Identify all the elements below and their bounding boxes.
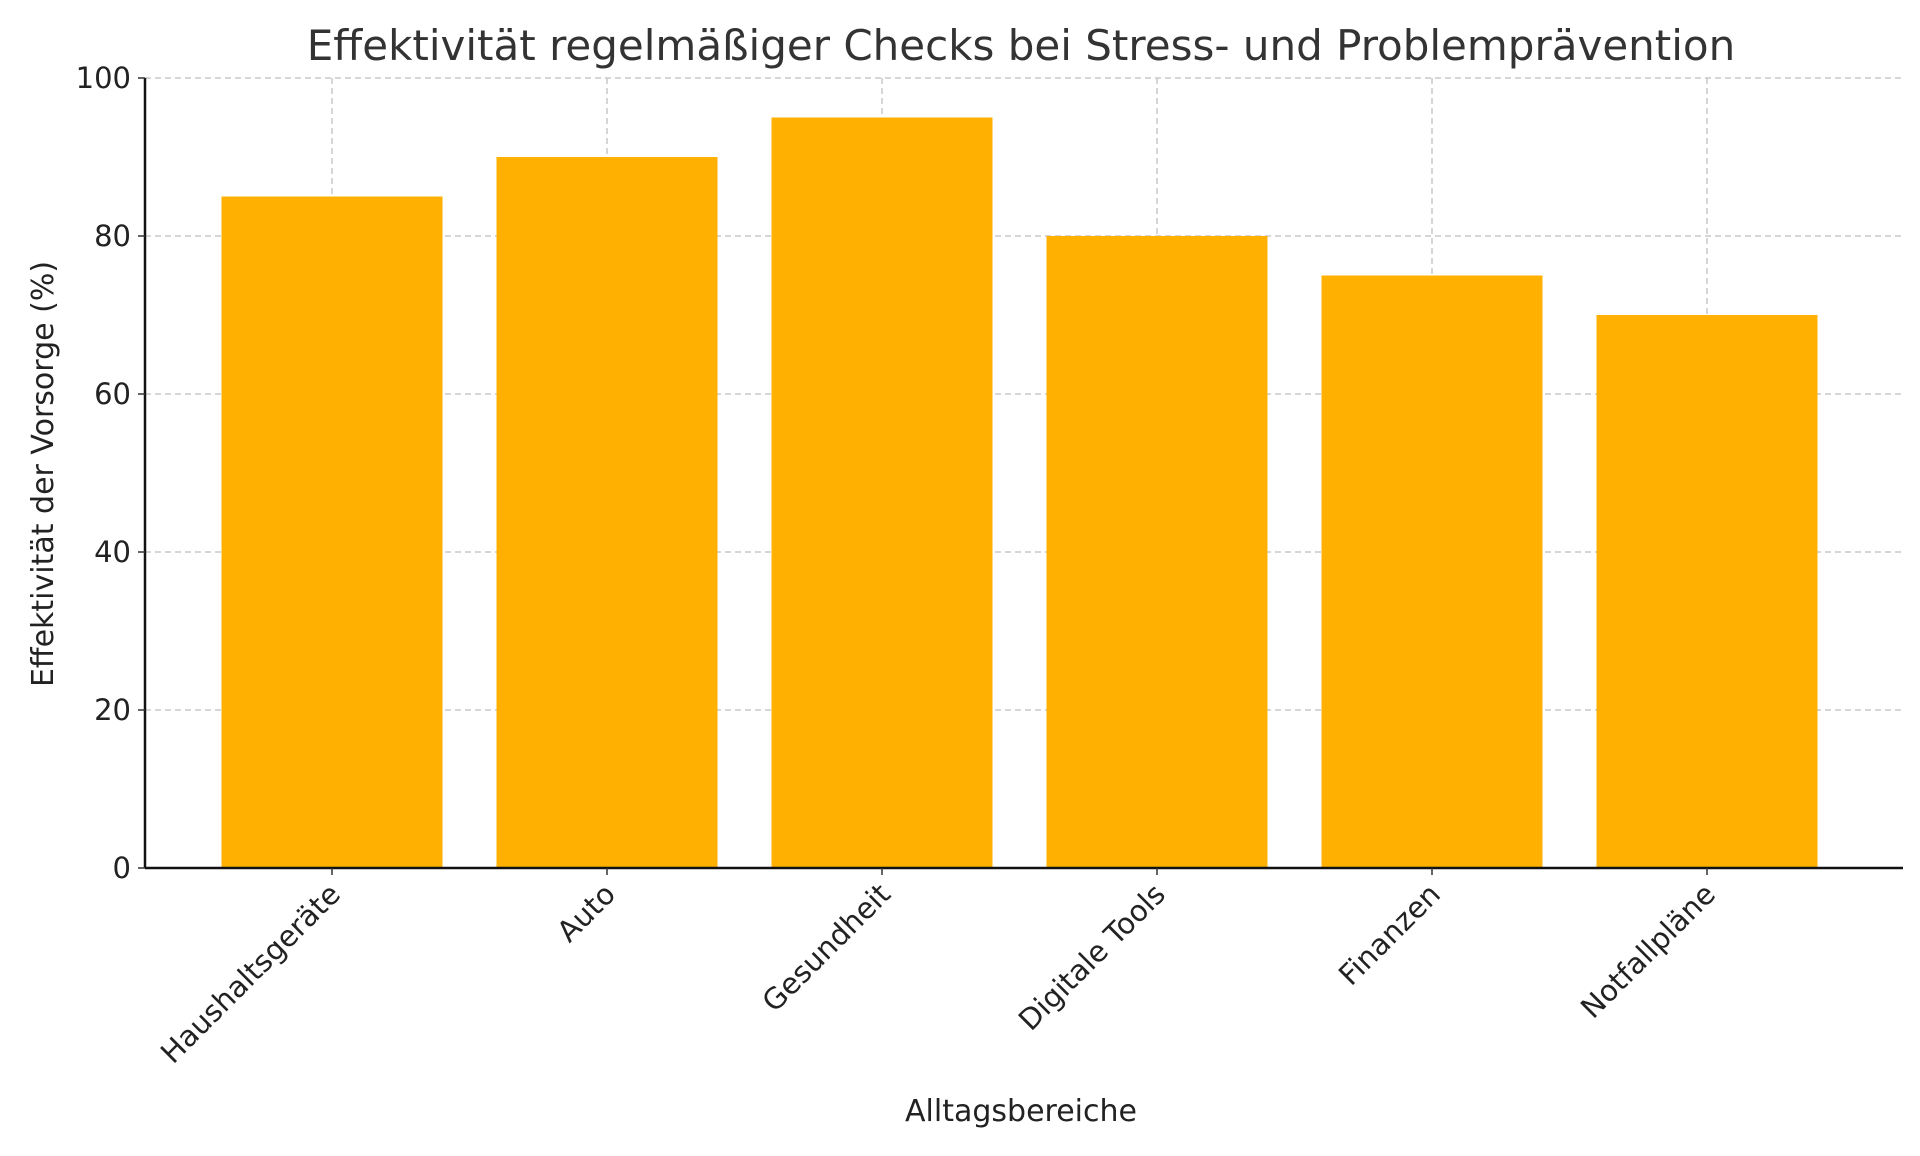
x-tick-label: Auto [550, 877, 622, 949]
x-tick-label: Haushaltsgeräte [154, 877, 347, 1070]
y-axis-label: Effektivität der Vorsorge (%) [26, 261, 61, 687]
x-axis-label: Alltagsbereiche [905, 1094, 1137, 1129]
bar-haushaltsgeräte [221, 196, 443, 868]
chart-title: Effektivität regelmäßiger Checks bei Str… [307, 21, 1736, 70]
bar-gesundheit [771, 117, 993, 868]
bar-auto [496, 157, 718, 868]
x-tick-label: Gesundheit [755, 877, 897, 1019]
bars-layer [221, 117, 1818, 868]
y-tick-label: 40 [94, 535, 131, 569]
y-tick-label: 60 [94, 377, 131, 411]
x-tick-label: Notfallpläne [1574, 877, 1722, 1025]
bar-notfallpläne [1596, 315, 1818, 868]
y-tick-label: 0 [113, 851, 131, 885]
x-tick-label: Digitale Tools [1012, 877, 1172, 1037]
y-tick-label: 80 [94, 219, 131, 253]
x-tick-label: Finanzen [1332, 877, 1447, 992]
bar-digitale-tools [1046, 236, 1268, 868]
y-tick-label: 100 [76, 61, 131, 95]
y-tick-label: 20 [94, 693, 131, 727]
axes-layer [143, 78, 1903, 870]
bar-finanzen [1321, 275, 1543, 868]
